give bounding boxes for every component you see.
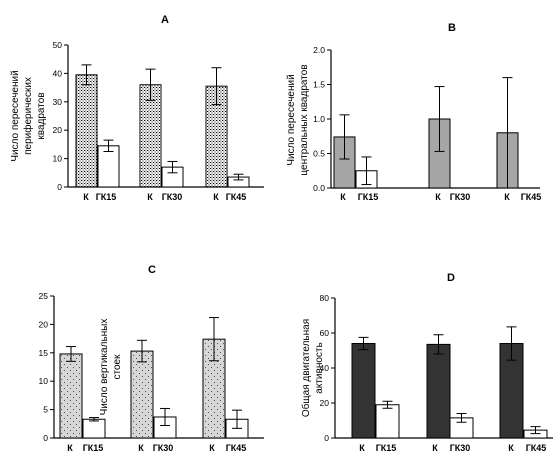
error-bar xyxy=(502,77,513,189)
y-tick-label: 50 xyxy=(53,40,63,50)
x-tick-label: ГК45 xyxy=(226,443,247,453)
x-tick-label: К xyxy=(138,443,144,453)
y-tick-label: 1.5 xyxy=(313,80,325,90)
error-bar xyxy=(160,407,170,427)
x-tick-label: К xyxy=(213,192,219,202)
error-bar xyxy=(145,68,156,101)
bar-к xyxy=(351,343,376,439)
error-bar xyxy=(339,114,350,160)
y-tick-label: 0.0 xyxy=(313,183,325,193)
error-bar xyxy=(89,417,99,422)
y-axis-label: Общая двигательная xyxy=(300,319,312,417)
bar-гк15 xyxy=(375,404,400,439)
y-tick-label: 40 xyxy=(320,363,330,373)
x-tick-label: ГК15 xyxy=(358,192,379,202)
y-tick-label: 25 xyxy=(39,291,49,301)
y-axis-label: Число вертикальных xyxy=(99,319,110,416)
y-tick-label: 0.5 xyxy=(313,149,325,159)
bar-к xyxy=(426,343,451,439)
chart-panel-a: A 0 10 20 30 40 50 Число пересечений периферичес… xyxy=(10,14,264,202)
bar-к xyxy=(59,353,83,439)
y-tick-label: 20 xyxy=(53,125,63,135)
error-bar xyxy=(232,409,242,429)
chart-panel-b: B 0.0 0.5 1.0 1.5 2.0 Число пересечений централ… xyxy=(286,22,541,202)
error-bar xyxy=(103,139,114,152)
error-bar xyxy=(506,326,517,361)
y-tick-label: 80 xyxy=(320,293,330,303)
y-tick-label: 0 xyxy=(43,433,48,443)
y-axis-label: квадратов xyxy=(36,92,47,139)
panel-title: B xyxy=(448,22,456,34)
error-bar xyxy=(433,334,444,355)
error-bar xyxy=(456,413,467,423)
y-axis-label: центральных квадратов xyxy=(299,64,310,175)
x-tick-label: ГК30 xyxy=(450,443,471,453)
x-tick-label: К xyxy=(209,443,215,453)
y-axis-label: стоек xyxy=(112,354,123,380)
y-axis-label: Число пересечений xyxy=(286,74,297,165)
error-bar xyxy=(137,339,147,363)
error-bar xyxy=(233,173,244,181)
panel-title: C xyxy=(148,264,156,276)
error-bar xyxy=(66,346,76,362)
y-tick-label: 0 xyxy=(57,182,62,192)
y-tick-label: 15 xyxy=(39,348,49,358)
error-bar xyxy=(434,86,445,152)
x-tick-label: ГК15 xyxy=(376,443,397,453)
y-axis-label: активность xyxy=(314,342,325,393)
x-tick-label: К xyxy=(435,192,441,202)
error-bar xyxy=(358,336,369,351)
chart-panel-d: D 0 20 40 60 80 Общая двигательная активность К Г… xyxy=(300,272,553,453)
bar-к xyxy=(130,350,154,439)
panel-title: A xyxy=(161,14,169,26)
x-tick-label: ГК30 xyxy=(153,443,174,453)
x-tick-label: ГК45 xyxy=(226,192,247,202)
y-tick-label: 5 xyxy=(43,405,48,415)
bar-гк15 xyxy=(82,418,106,439)
error-bar xyxy=(361,156,372,186)
error-bar xyxy=(167,160,178,174)
error-bar xyxy=(530,426,541,435)
x-tick-label: К xyxy=(147,192,153,202)
x-tick-label: К xyxy=(340,192,346,202)
error-bar xyxy=(209,317,219,362)
bar-к xyxy=(75,74,98,188)
x-tick-label: ГК45 xyxy=(526,443,547,453)
y-axis-label: периферических xyxy=(22,77,34,155)
x-tick-label: К xyxy=(359,443,365,453)
y-tick-label: 10 xyxy=(53,154,63,164)
error-bar xyxy=(211,67,222,106)
chart-panel-c: C 0 5 10 15 20 25 Число вертикальных стоек К ГК15 К… xyxy=(39,264,264,453)
x-tick-label: ГК15 xyxy=(96,192,117,202)
x-tick-label: ГК15 xyxy=(83,443,104,453)
x-tick-label: ГК45 xyxy=(521,192,542,202)
error-bar xyxy=(81,64,92,86)
y-tick-label: 10 xyxy=(39,376,49,386)
x-tick-label: К xyxy=(508,443,514,453)
y-tick-label: 20 xyxy=(320,398,330,408)
x-tick-label: К xyxy=(432,443,438,453)
y-tick-label: 2.0 xyxy=(313,45,325,55)
y-tick-label: 20 xyxy=(39,319,49,329)
y-axis-label: Число пересечений xyxy=(10,70,21,161)
x-tick-label: К xyxy=(504,192,510,202)
error-bar xyxy=(382,400,393,409)
y-tick-label: 30 xyxy=(53,97,63,107)
x-tick-label: К xyxy=(67,443,73,453)
y-tick-label: 0 xyxy=(324,433,329,443)
x-tick-label: К xyxy=(83,192,89,202)
y-tick-label: 1.0 xyxy=(313,114,325,124)
x-tick-label: ГК30 xyxy=(162,192,183,202)
y-tick-label: 60 xyxy=(320,328,330,338)
y-tick-label: 40 xyxy=(53,68,63,78)
panel-title: D xyxy=(447,272,455,284)
x-tick-label: ГК30 xyxy=(450,192,471,202)
